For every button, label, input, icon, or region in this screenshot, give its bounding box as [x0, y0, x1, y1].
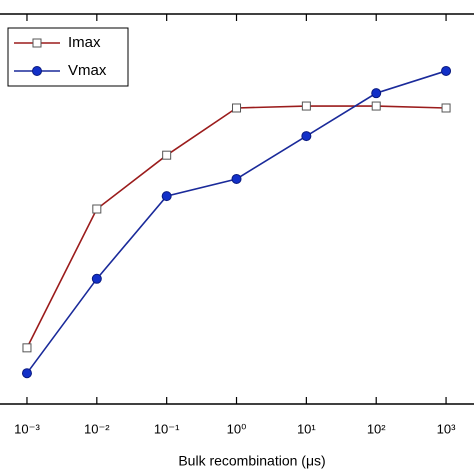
x-tick-label: 10³ [437, 421, 456, 436]
marker [162, 150, 172, 160]
marker [441, 103, 451, 113]
x-axis-label: Bulk recombination (μs) [178, 453, 325, 469]
marker [301, 101, 311, 111]
legend-marker [32, 66, 42, 76]
marker [371, 101, 381, 111]
legend-box [7, 27, 129, 87]
marker [22, 343, 32, 353]
marker [91, 273, 102, 284]
x-tick-label: 10² [367, 421, 386, 436]
marker [21, 368, 32, 379]
marker [301, 131, 312, 142]
x-tick-label: 10⁻² [84, 421, 110, 436]
marker [232, 103, 242, 113]
marker [371, 88, 382, 99]
x-tick-label: 10¹ [297, 421, 316, 436]
x-tick-label: 10⁻¹ [154, 421, 180, 436]
series-line [26, 105, 447, 349]
marker [231, 173, 242, 184]
marker [92, 204, 102, 214]
legend-marker [32, 38, 42, 48]
x-tick-label: 10⁰ [227, 421, 247, 436]
marker [441, 65, 452, 76]
legend-label: Imax [68, 34, 101, 51]
marker [161, 191, 172, 202]
legend-label: Vmax [68, 62, 107, 79]
x-tick-label: 10⁻³ [14, 421, 40, 436]
